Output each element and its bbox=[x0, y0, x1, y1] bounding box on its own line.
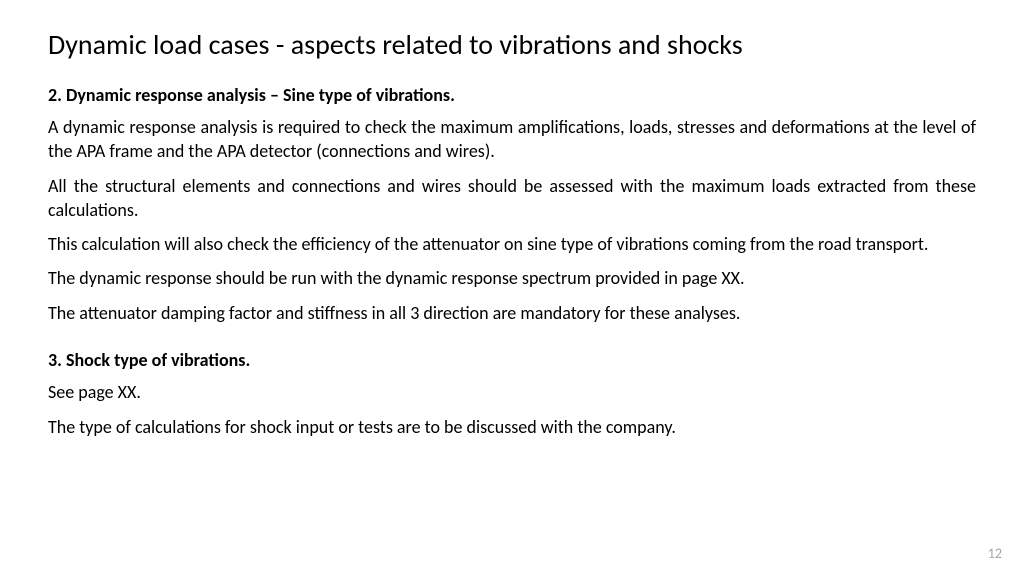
section-2-paragraph: The attenuator damping factor and stiffn… bbox=[48, 301, 976, 325]
section-spacer bbox=[48, 335, 976, 349]
slide-title: Dynamic load cases - aspects related to … bbox=[48, 28, 976, 62]
slide: Dynamic load cases - aspects related to … bbox=[0, 0, 1024, 576]
section-2-paragraph: A dynamic response analysis is required … bbox=[48, 115, 976, 164]
section-3-heading: 3. Shock type of vibrations. bbox=[48, 349, 976, 372]
section-3-paragraph: The type of calculations for shock input… bbox=[48, 415, 976, 439]
section-3-paragraph: See page XX. bbox=[48, 380, 976, 404]
page-number: 12 bbox=[988, 545, 1002, 562]
section-2-paragraph: The dynamic response should be run with … bbox=[48, 266, 976, 290]
section-2-paragraph: All the structural elements and connecti… bbox=[48, 174, 976, 223]
section-2-heading: 2. Dynamic response analysis – Sine type… bbox=[48, 84, 976, 107]
section-2-paragraph: This calculation will also check the eff… bbox=[48, 232, 976, 256]
